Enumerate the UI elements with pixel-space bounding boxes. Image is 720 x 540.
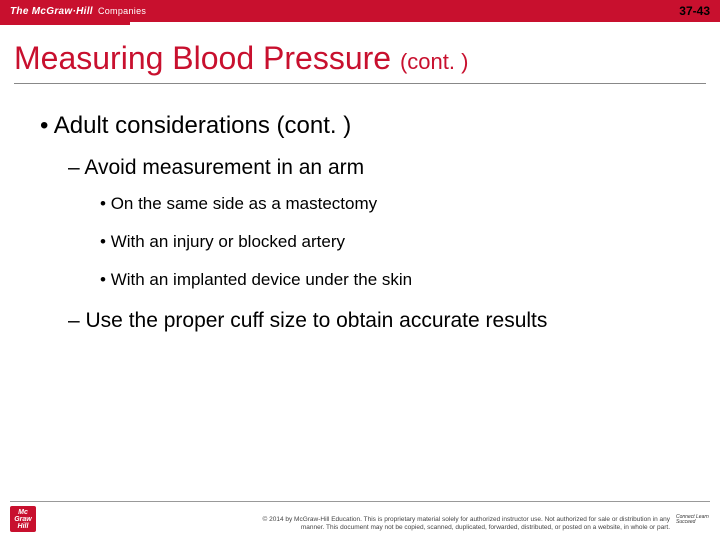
slide-title: Measuring Blood Pressure (cont. ) [14, 40, 706, 81]
footer-right: © 2014 by McGraw-Hill Education. This is… [240, 508, 710, 532]
brand-logo: The McGraw·Hill Companies [10, 6, 146, 17]
header-bar: The McGraw·Hill Companies [0, 0, 720, 22]
footer: McGrawHill © 2014 by McGraw-Hill Educati… [0, 501, 720, 532]
bullet-level2: Avoid measurement in an arm [68, 156, 680, 180]
title-suffix: (cont. ) [400, 49, 468, 74]
footer-row: McGrawHill © 2014 by McGraw-Hill Educati… [10, 506, 710, 532]
bullet-level2: Use the proper cuff size to obtain accur… [68, 308, 628, 334]
bullet-level3: With an implanted device under the skin [100, 270, 680, 290]
brand-suffix: Companies [98, 6, 146, 16]
bullet-l3b-text: With an injury or blocked artery [111, 232, 345, 251]
title-main: Measuring Blood Pressure [14, 40, 391, 76]
footer-rule [10, 501, 710, 502]
bullet-l3c-text: With an implanted device under the skin [111, 270, 412, 289]
bullet-level1: Adult considerations (cont. ) [40, 112, 680, 140]
footer-logo-icon: McGrawHill [10, 506, 36, 532]
bullet-l3a-text: On the same side as a mastectomy [111, 194, 377, 213]
header-accent [0, 22, 130, 25]
title-block: Measuring Blood Pressure (cont. ) [0, 40, 720, 84]
connect-tagline: Connect Learn Succeed [676, 508, 710, 532]
brand-name: The McGraw·Hill [10, 6, 93, 17]
copyright-text: © 2014 by McGraw-Hill Education. This is… [240, 516, 670, 532]
bullet-level3: With an injury or blocked artery [100, 232, 680, 252]
page-number: 37-43 [679, 4, 710, 18]
bullet-level3: On the same side as a mastectomy [100, 194, 680, 214]
bullet-l1-text: Adult considerations (cont. ) [54, 112, 351, 139]
bullet-l2a-text: Avoid measurement in an arm [84, 156, 364, 179]
content-area: Adult considerations (cont. ) Avoid meas… [0, 84, 720, 334]
bullet-l2b-text: Use the proper cuff size to obtain accur… [86, 309, 548, 332]
